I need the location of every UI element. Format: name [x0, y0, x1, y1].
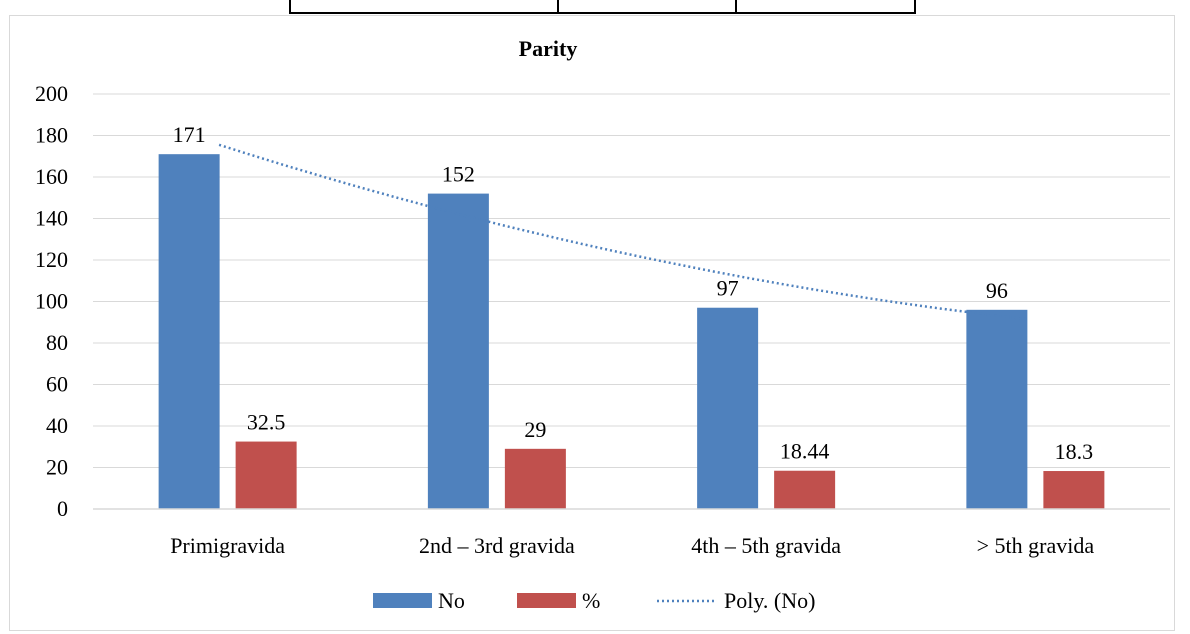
bar-no	[697, 307, 759, 509]
y-tick-label: 180	[35, 123, 68, 148]
legend: No% Poly. (No)	[373, 588, 815, 613]
data-label: 18.44	[780, 439, 830, 464]
table-remnant	[289, 0, 916, 14]
y-tick-label: 0	[57, 496, 68, 521]
data-label: 32.5	[247, 410, 286, 435]
axes: 0 20 40 60 80 100 120 140 160 180 200 Primigravida 2…	[35, 81, 1170, 558]
bars	[158, 154, 1105, 510]
legend-label-no: No	[438, 588, 465, 613]
data-label: 171	[173, 122, 206, 147]
table-cell-divider	[557, 0, 559, 12]
data-label: 96	[986, 278, 1008, 303]
y-tick-label: 200	[35, 81, 68, 106]
data-labels: 171 32.5 152 29 97 18.44 96 18.3	[173, 122, 1094, 464]
data-label: 152	[442, 162, 475, 187]
chart-title: Parity	[519, 36, 578, 61]
table-cell-divider	[735, 0, 737, 12]
trendline	[218, 143, 1028, 321]
data-label: 18.3	[1055, 439, 1094, 464]
legend-label-percent: %	[582, 588, 600, 613]
bar-no	[966, 309, 1028, 509]
data-label: 29	[524, 417, 546, 442]
bar-percent	[504, 448, 566, 509]
y-tick-label: 60	[46, 372, 68, 397]
poly-trendline	[218, 143, 1028, 321]
legend-swatch-percent	[517, 593, 576, 608]
bar-percent	[1043, 471, 1105, 509]
bar-no	[158, 154, 220, 510]
legend-swatch-no	[373, 593, 432, 608]
y-tick-label: 140	[35, 206, 68, 231]
x-tick-label: Primigravida	[170, 533, 285, 558]
x-tick-label: 4th – 5th gravida	[691, 533, 841, 558]
bar-percent	[774, 470, 836, 509]
y-tick-label: 40	[46, 413, 68, 438]
y-tick-label: 120	[35, 247, 68, 272]
x-tick-label: 2nd – 3rd gravida	[419, 533, 575, 558]
legend-label-trendline: Poly. (No)	[724, 588, 815, 613]
x-tick-label: > 5th gravida	[977, 533, 1095, 558]
y-tick-label: 160	[35, 164, 68, 189]
y-tick-label: 20	[46, 455, 68, 480]
data-label: 97	[717, 276, 739, 301]
y-tick-label: 100	[35, 289, 68, 314]
y-tick-label: 80	[46, 330, 68, 355]
bar-percent	[235, 441, 297, 509]
bar-no	[427, 193, 489, 509]
